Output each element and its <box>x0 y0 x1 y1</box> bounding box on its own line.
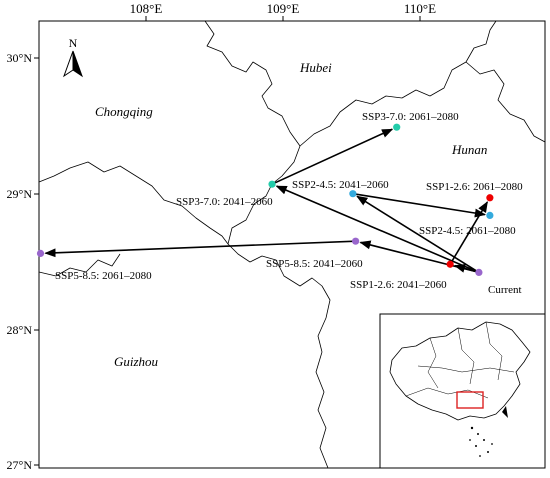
region-label-hubei: Hubei <box>299 60 332 75</box>
boundary-hunan-east <box>465 61 546 143</box>
inset-china-outline <box>389 321 531 421</box>
north-arrow-right-half <box>72 50 83 78</box>
boundary-west <box>38 253 121 277</box>
centroid-shift-arrows <box>44 128 488 274</box>
lat-label-29: 29°N <box>7 187 33 201</box>
centroid-point-ssp126-2041 <box>446 260 454 268</box>
label-ssp126-2061: SSP1-2.6: 2061–2080 <box>426 181 523 193</box>
centroid-points <box>36 123 494 277</box>
region-label-hunan: Hunan <box>451 142 487 157</box>
province-boundaries <box>38 20 546 469</box>
lon-label-109: 109°E <box>267 1 300 16</box>
point-labels: SSP3-7.0: 2061–2080 SSP2-4.5: 2041–2060 … <box>55 111 523 296</box>
boundary-hubei-chongqing <box>204 20 301 185</box>
centroid-point-ssp245-2061 <box>486 211 494 220</box>
shift-arrow-current-to-ssp370_2041 <box>275 185 480 274</box>
lat-label-27: 27°N <box>7 458 33 472</box>
region-label-guizhou: Guizhou <box>114 354 159 369</box>
centroid-point-ssp370-2041 <box>268 180 276 188</box>
longitude-axis: 108°E 109°E 110°E <box>130 1 436 21</box>
shift-arrow-ssp585_2041-to-ssp585_2061 <box>44 240 356 258</box>
boundary-hunan-chongqing <box>227 183 331 353</box>
shift-arrow-current-to-ssp245_2041 <box>356 195 480 274</box>
inset-map <box>379 313 546 469</box>
north-arrow-label: N <box>69 36 78 50</box>
boundary-chongqing-guizhou <box>38 161 229 245</box>
shift-arrow-ssp370_2041-to-ssp370_2061 <box>271 128 394 185</box>
centroid-point-ssp585-2041 <box>352 237 360 245</box>
label-ssp245-2061: SSP2-4.5: 2061–2080 <box>419 225 516 237</box>
boundary-guizhou-hunan <box>315 351 329 469</box>
latitude-axis: 30°N 29°N 28°N 27°N <box>7 51 39 472</box>
label-ssp370-2061: SSP3-7.0: 2061–2080 <box>362 111 459 123</box>
north-arrow-icon: N <box>63 36 83 78</box>
inset-islands <box>469 406 508 457</box>
label-ssp585-2061: SSP5-8.5: 2061–2080 <box>55 270 152 282</box>
lat-label-28: 28°N <box>7 323 33 337</box>
lat-label-30: 30°N <box>7 51 33 65</box>
region-labels: Hubei Chongqing Hunan Guizhou <box>95 60 487 369</box>
boundary-hubei-hunan <box>299 20 497 147</box>
centroid-point-ssp370-2061 <box>393 123 401 131</box>
shift-arrow-current-to-ssp585_2041 <box>359 240 480 274</box>
shift-arrow-ssp245_2041-to-ssp245_2061 <box>352 192 487 218</box>
lon-label-110: 110°E <box>404 1 436 16</box>
centroid-point-ssp585-2061 <box>36 249 45 258</box>
inset-study-area-highlight <box>456 391 484 409</box>
label-ssp585-2041: SSP5-8.5: 2041–2060 <box>266 258 363 270</box>
centroid-point-ssp126-2061 <box>486 194 494 202</box>
label-ssp245-2041: SSP2-4.5: 2041–2060 <box>292 179 389 191</box>
label-ssp126-2041: SSP1-2.6: 2041–2060 <box>350 279 447 291</box>
label-ssp370-2041: SSP3-7.0: 2041–2060 <box>176 196 273 208</box>
lon-label-108: 108°E <box>130 1 163 16</box>
centroid-point-ssp245-2041 <box>349 190 357 198</box>
region-label-chongqing: Chongqing <box>95 104 153 119</box>
centroid-point-current <box>475 268 483 277</box>
label-current: Current <box>488 284 522 296</box>
